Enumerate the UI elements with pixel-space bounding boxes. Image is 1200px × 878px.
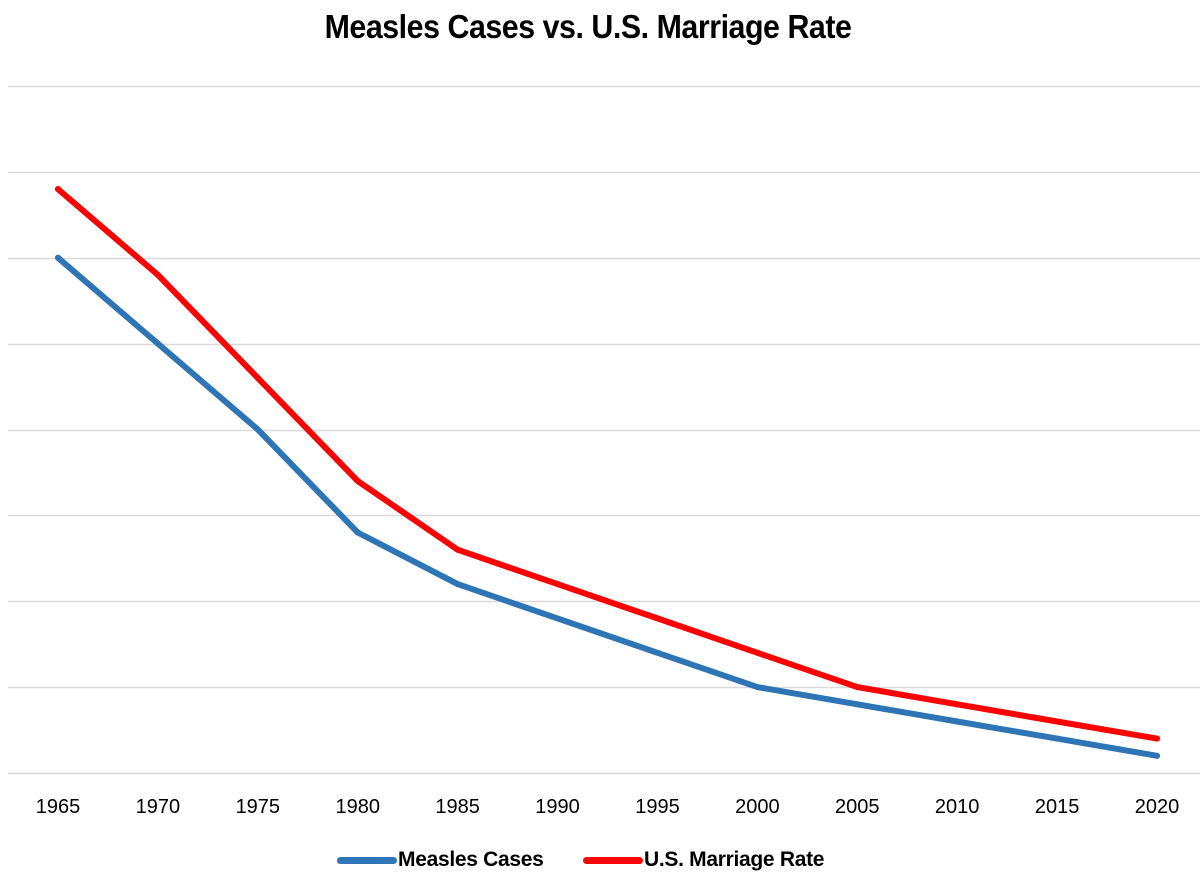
x-tick-label: 2005: [835, 796, 880, 818]
series-line-measles-cases: [55, 254, 1160, 759]
data-point: [55, 186, 61, 193]
x-tick-label: 2020: [1135, 796, 1180, 818]
data-point: [1154, 752, 1160, 759]
x-tick-label: 1995: [635, 796, 680, 818]
data-point: [554, 615, 561, 622]
x-tick-label: 1990: [535, 796, 580, 818]
x-tick-label: 1970: [136, 796, 181, 818]
x-tick-label: 2000: [735, 796, 780, 818]
x-tick-label: 1965: [36, 796, 81, 818]
data-point: [1054, 718, 1061, 725]
data-point: [154, 271, 161, 278]
data-point: [854, 701, 861, 708]
data-point: [254, 374, 261, 381]
data-point: [554, 581, 561, 588]
x-tick-label: 2015: [1035, 796, 1080, 818]
data-point: [254, 426, 261, 433]
data-point: [954, 701, 961, 708]
series-line-u-s-marriage-rate: [55, 186, 1160, 742]
data-point: [454, 581, 461, 588]
legend-label-us-marriage-rate: U.S. Marriage Rate: [644, 848, 825, 871]
x-tick-label: 1980: [335, 796, 380, 818]
data-point: [55, 254, 61, 261]
data-point: [654, 649, 661, 656]
x-tick-label: 2010: [935, 796, 980, 818]
legend-item-measles-cases: Measles Cases: [337, 848, 544, 872]
x-tick-label: 1985: [435, 796, 480, 818]
data-point: [354, 529, 361, 536]
data-point: [1054, 735, 1061, 742]
data-point: [754, 684, 761, 691]
gridlines: [8, 85, 1200, 775]
data-point: [1154, 735, 1160, 742]
legend-label-measles-cases: Measles Cases: [398, 848, 544, 871]
data-point: [154, 340, 161, 347]
x-tick-label: 1975: [236, 796, 281, 818]
legend-item-us-marriage-rate: U.S. Marriage Rate: [583, 848, 824, 872]
legend-swatch-measles-cases: [337, 856, 397, 864]
data-point: [754, 649, 761, 656]
legend-swatch-us-marriage-rate: [583, 856, 643, 864]
legend: Measles Cases U.S. Marriage Rate: [0, 848, 1200, 876]
x-axis-ticks: 1965 1970 1975 1980 1985 1990 1995 2000 2005 2010…: [36, 796, 1180, 818]
data-point: [954, 718, 961, 725]
data-point: [354, 478, 361, 485]
series-lines: [55, 186, 1160, 759]
data-point: [654, 615, 661, 622]
data-point: [854, 684, 861, 691]
data-point: [454, 546, 461, 553]
chart-title: Measles Cases vs. U.S. Marriage Rate: [324, 8, 852, 45]
